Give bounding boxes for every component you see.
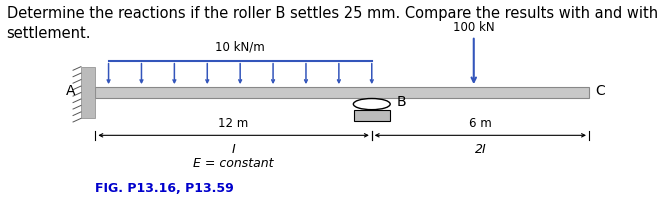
Text: A: A	[66, 84, 76, 98]
Text: 6 m: 6 m	[469, 117, 492, 130]
Text: C: C	[595, 84, 605, 98]
Text: settlement.: settlement.	[7, 26, 91, 41]
Text: 100 kN: 100 kN	[453, 21, 495, 34]
Text: 2I: 2I	[474, 143, 486, 156]
Text: 12 m: 12 m	[218, 117, 249, 130]
Text: E = constant: E = constant	[193, 157, 274, 170]
Bar	[95, 87, 589, 98]
Text: 10 kN/m: 10 kN/m	[215, 41, 265, 54]
Bar	[81, 67, 95, 118]
Bar	[354, 110, 390, 121]
Text: I: I	[232, 143, 236, 156]
Text: FIG. P13.16, P13.59: FIG. P13.16, P13.59	[95, 182, 234, 195]
Text: B: B	[397, 95, 407, 109]
Text: Determine the reactions if the roller B settles 25 mm. Compare the results with : Determine the reactions if the roller B …	[7, 6, 658, 21]
